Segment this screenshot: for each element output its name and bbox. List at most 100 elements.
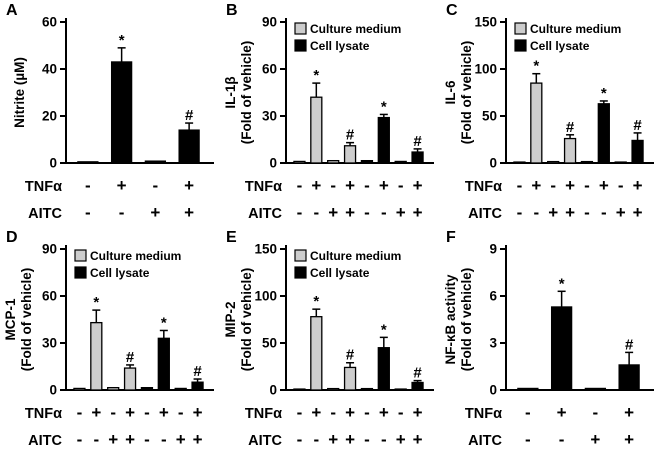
- x-sign: -: [364, 403, 370, 422]
- x-sign: +: [379, 403, 389, 422]
- sig-marker: *: [381, 98, 387, 115]
- panel-letter: E: [226, 229, 237, 246]
- sig-marker: *: [161, 314, 167, 331]
- legend-label: Culture medium: [310, 249, 401, 263]
- x-sign: +: [616, 203, 626, 222]
- x-sign: +: [413, 203, 423, 222]
- x-sign: +: [125, 430, 135, 449]
- y-tick-label: 60: [42, 289, 57, 304]
- panel-A: A 0 20 40 60 Nitrite (µM) * # TNFα - + - + AITC - - + +: [0, 0, 220, 227]
- y-tick-label: 0: [489, 156, 497, 171]
- y-tick-label: 0: [49, 383, 57, 398]
- x-row-label: TNFα: [245, 179, 282, 195]
- panel-letter: D: [6, 229, 18, 246]
- x-sign: +: [345, 176, 355, 195]
- x-sign: +: [413, 403, 423, 422]
- x-sign: +: [413, 176, 423, 195]
- x-sign: +: [565, 203, 575, 222]
- x-sign: -: [330, 176, 336, 195]
- panel-letter: B: [226, 2, 238, 19]
- bar: [377, 347, 390, 391]
- x-sign: -: [313, 430, 319, 449]
- x-sign: -: [297, 403, 303, 422]
- x-sign: +: [328, 430, 338, 449]
- x-sign: -: [144, 403, 150, 422]
- x-sign: -: [297, 176, 303, 195]
- panel-B: B 0 30 60 90 IL-1β (Fold of vehicle) Culture m…: [220, 0, 440, 227]
- y-tick-label: 60: [262, 62, 277, 77]
- chart-svg-D: 0 30 60 90 MCP-1 (Fold of vehicle) Culture med…: [3, 242, 214, 449]
- x-sign: +: [633, 176, 643, 195]
- bar: [597, 103, 610, 164]
- x-sign: -: [313, 203, 319, 222]
- y-tick-label: 0: [489, 383, 497, 398]
- x-row-label: AITC: [248, 433, 282, 449]
- x-sign: -: [364, 176, 370, 195]
- x-sign: +: [176, 430, 186, 449]
- y-axis-label: MIP-2: [223, 301, 238, 337]
- legend-swatch: [74, 266, 87, 279]
- x-sign: -: [559, 430, 565, 449]
- x-sign: -: [297, 203, 303, 222]
- x-sign: -: [110, 403, 116, 422]
- x-sign: -: [525, 403, 531, 422]
- y-tick-label: 90: [262, 15, 277, 30]
- x-sign: -: [364, 203, 370, 222]
- sig-marker: *: [313, 67, 319, 84]
- sig-marker: #: [633, 117, 642, 134]
- y-axis-label: (Fold of vehicle): [459, 41, 474, 145]
- y-axis-label: IL-6: [443, 80, 458, 104]
- x-sign: +: [125, 403, 135, 422]
- bar: [631, 139, 644, 164]
- x-sign: +: [379, 176, 389, 195]
- legend-label: Culture medium: [530, 22, 621, 36]
- panel-letter: C: [446, 2, 458, 19]
- x-sign: +: [557, 403, 567, 422]
- sig-marker: *: [559, 275, 565, 292]
- legend-swatch: [294, 39, 307, 52]
- x-sign: -: [364, 430, 370, 449]
- x-sign: -: [593, 403, 599, 422]
- x-sign: -: [144, 430, 150, 449]
- y-tick-label: 3: [489, 336, 497, 351]
- y-axis-label: NF-κB activity: [443, 274, 458, 365]
- x-sign: -: [161, 430, 167, 449]
- x-sign: -: [601, 203, 607, 222]
- x-sign: -: [525, 430, 531, 449]
- x-sign: +: [531, 176, 541, 195]
- x-sign: +: [396, 430, 406, 449]
- x-sign: +: [150, 203, 160, 222]
- legend-label: Culture medium: [90, 249, 181, 263]
- bar: [110, 61, 133, 164]
- x-sign: -: [550, 176, 556, 195]
- legend-swatch: [294, 249, 307, 262]
- bar: [144, 160, 167, 164]
- bar: [614, 161, 627, 164]
- sig-marker: #: [193, 363, 202, 380]
- y-axis-label: (Fold of vehicle): [239, 41, 254, 145]
- y-tick-label: 50: [482, 109, 497, 124]
- chart-svg-A: 0 20 40 60 Nitrite (µM) * # TNFα - + - + AITC - - + +: [12, 15, 214, 222]
- x-sign: -: [533, 203, 539, 222]
- bar: [73, 387, 86, 391]
- bar: [310, 96, 323, 164]
- x-sign: +: [193, 403, 203, 422]
- y-axis-label: (Fold of vehicle): [459, 268, 474, 372]
- legend-swatch: [514, 22, 527, 35]
- y-axis-label: (Fold of vehicle): [19, 268, 34, 372]
- bar: [310, 316, 323, 391]
- bar: [580, 160, 594, 164]
- sig-marker: #: [126, 349, 135, 366]
- x-sign: -: [77, 403, 83, 422]
- y-tick-label: 0: [49, 156, 57, 171]
- bar: [394, 160, 407, 164]
- x-sign: -: [398, 403, 404, 422]
- x-sign: -: [119, 203, 125, 222]
- sig-marker: #: [566, 119, 575, 136]
- sig-marker: *: [381, 321, 387, 338]
- x-sign: +: [159, 403, 169, 422]
- y-axis-label: MCP-1: [3, 298, 18, 340]
- x-sign: -: [381, 203, 387, 222]
- y-tick-label: 9: [489, 242, 497, 257]
- y-tick-label: 100: [474, 62, 497, 77]
